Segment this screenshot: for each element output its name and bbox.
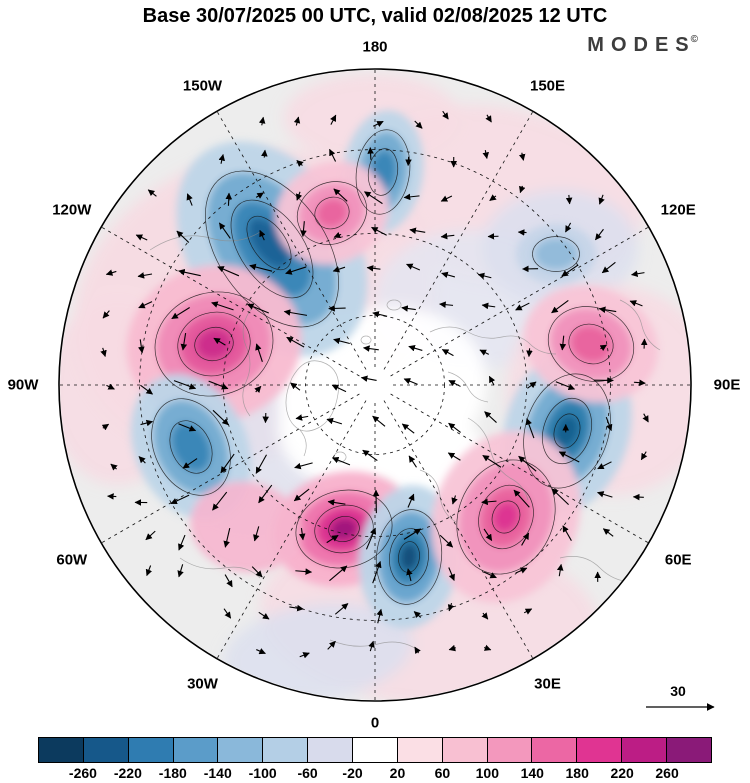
modes-logo-mark: © xyxy=(690,34,698,45)
colorbar-cell-11 xyxy=(532,738,578,762)
colorbar-cell-4 xyxy=(218,738,264,762)
colorbar-cell-7 xyxy=(353,738,398,762)
colorbar xyxy=(38,737,712,763)
modes-logo-text: MODES xyxy=(587,34,696,56)
colorbar-cell-13 xyxy=(622,738,668,762)
longitude-label-0: 0 xyxy=(370,714,380,732)
longitude-label-60W: 60W xyxy=(56,551,88,569)
colorbar-cell-10 xyxy=(487,738,533,762)
coastline-layer xyxy=(149,231,661,651)
colorbar-cell-6 xyxy=(308,738,354,762)
colorbar-cell-3 xyxy=(173,738,219,762)
longitude-label-150E: 150E xyxy=(529,77,566,95)
colorbar-cell-14 xyxy=(667,738,711,762)
longitude-label-60E: 60E xyxy=(664,551,692,569)
colorbar-cell-0 xyxy=(39,738,84,762)
wind-vector-layer xyxy=(100,110,649,659)
colorbar-cell-2 xyxy=(128,738,174,762)
colorbar-cell-8 xyxy=(397,738,443,762)
longitude-label-150W: 150W xyxy=(182,77,223,95)
colorbar-cell-9 xyxy=(442,738,488,762)
longitude-label-90W: 90W xyxy=(7,376,39,394)
colorbar-cell-12 xyxy=(577,738,623,762)
page-title: Base 30/07/2025 00 UTC, valid 02/08/2025… xyxy=(142,5,608,27)
colorbar-cell-5 xyxy=(263,738,309,762)
reference-vector-label: 30 xyxy=(670,683,686,699)
longitude-label-30W: 30W xyxy=(187,675,218,693)
longitude-label-30E: 30E xyxy=(534,675,561,693)
longitude-label-120W: 120W xyxy=(52,201,92,219)
longitude-label-180: 180 xyxy=(362,38,388,56)
colorbar-cell-1 xyxy=(83,738,129,762)
longitude-label-120E: 120E xyxy=(660,201,696,219)
longitude-label-90E: 90E xyxy=(713,376,741,394)
modes-logo: MODES© xyxy=(587,34,698,57)
anomaly-fill-layer xyxy=(60,74,690,700)
